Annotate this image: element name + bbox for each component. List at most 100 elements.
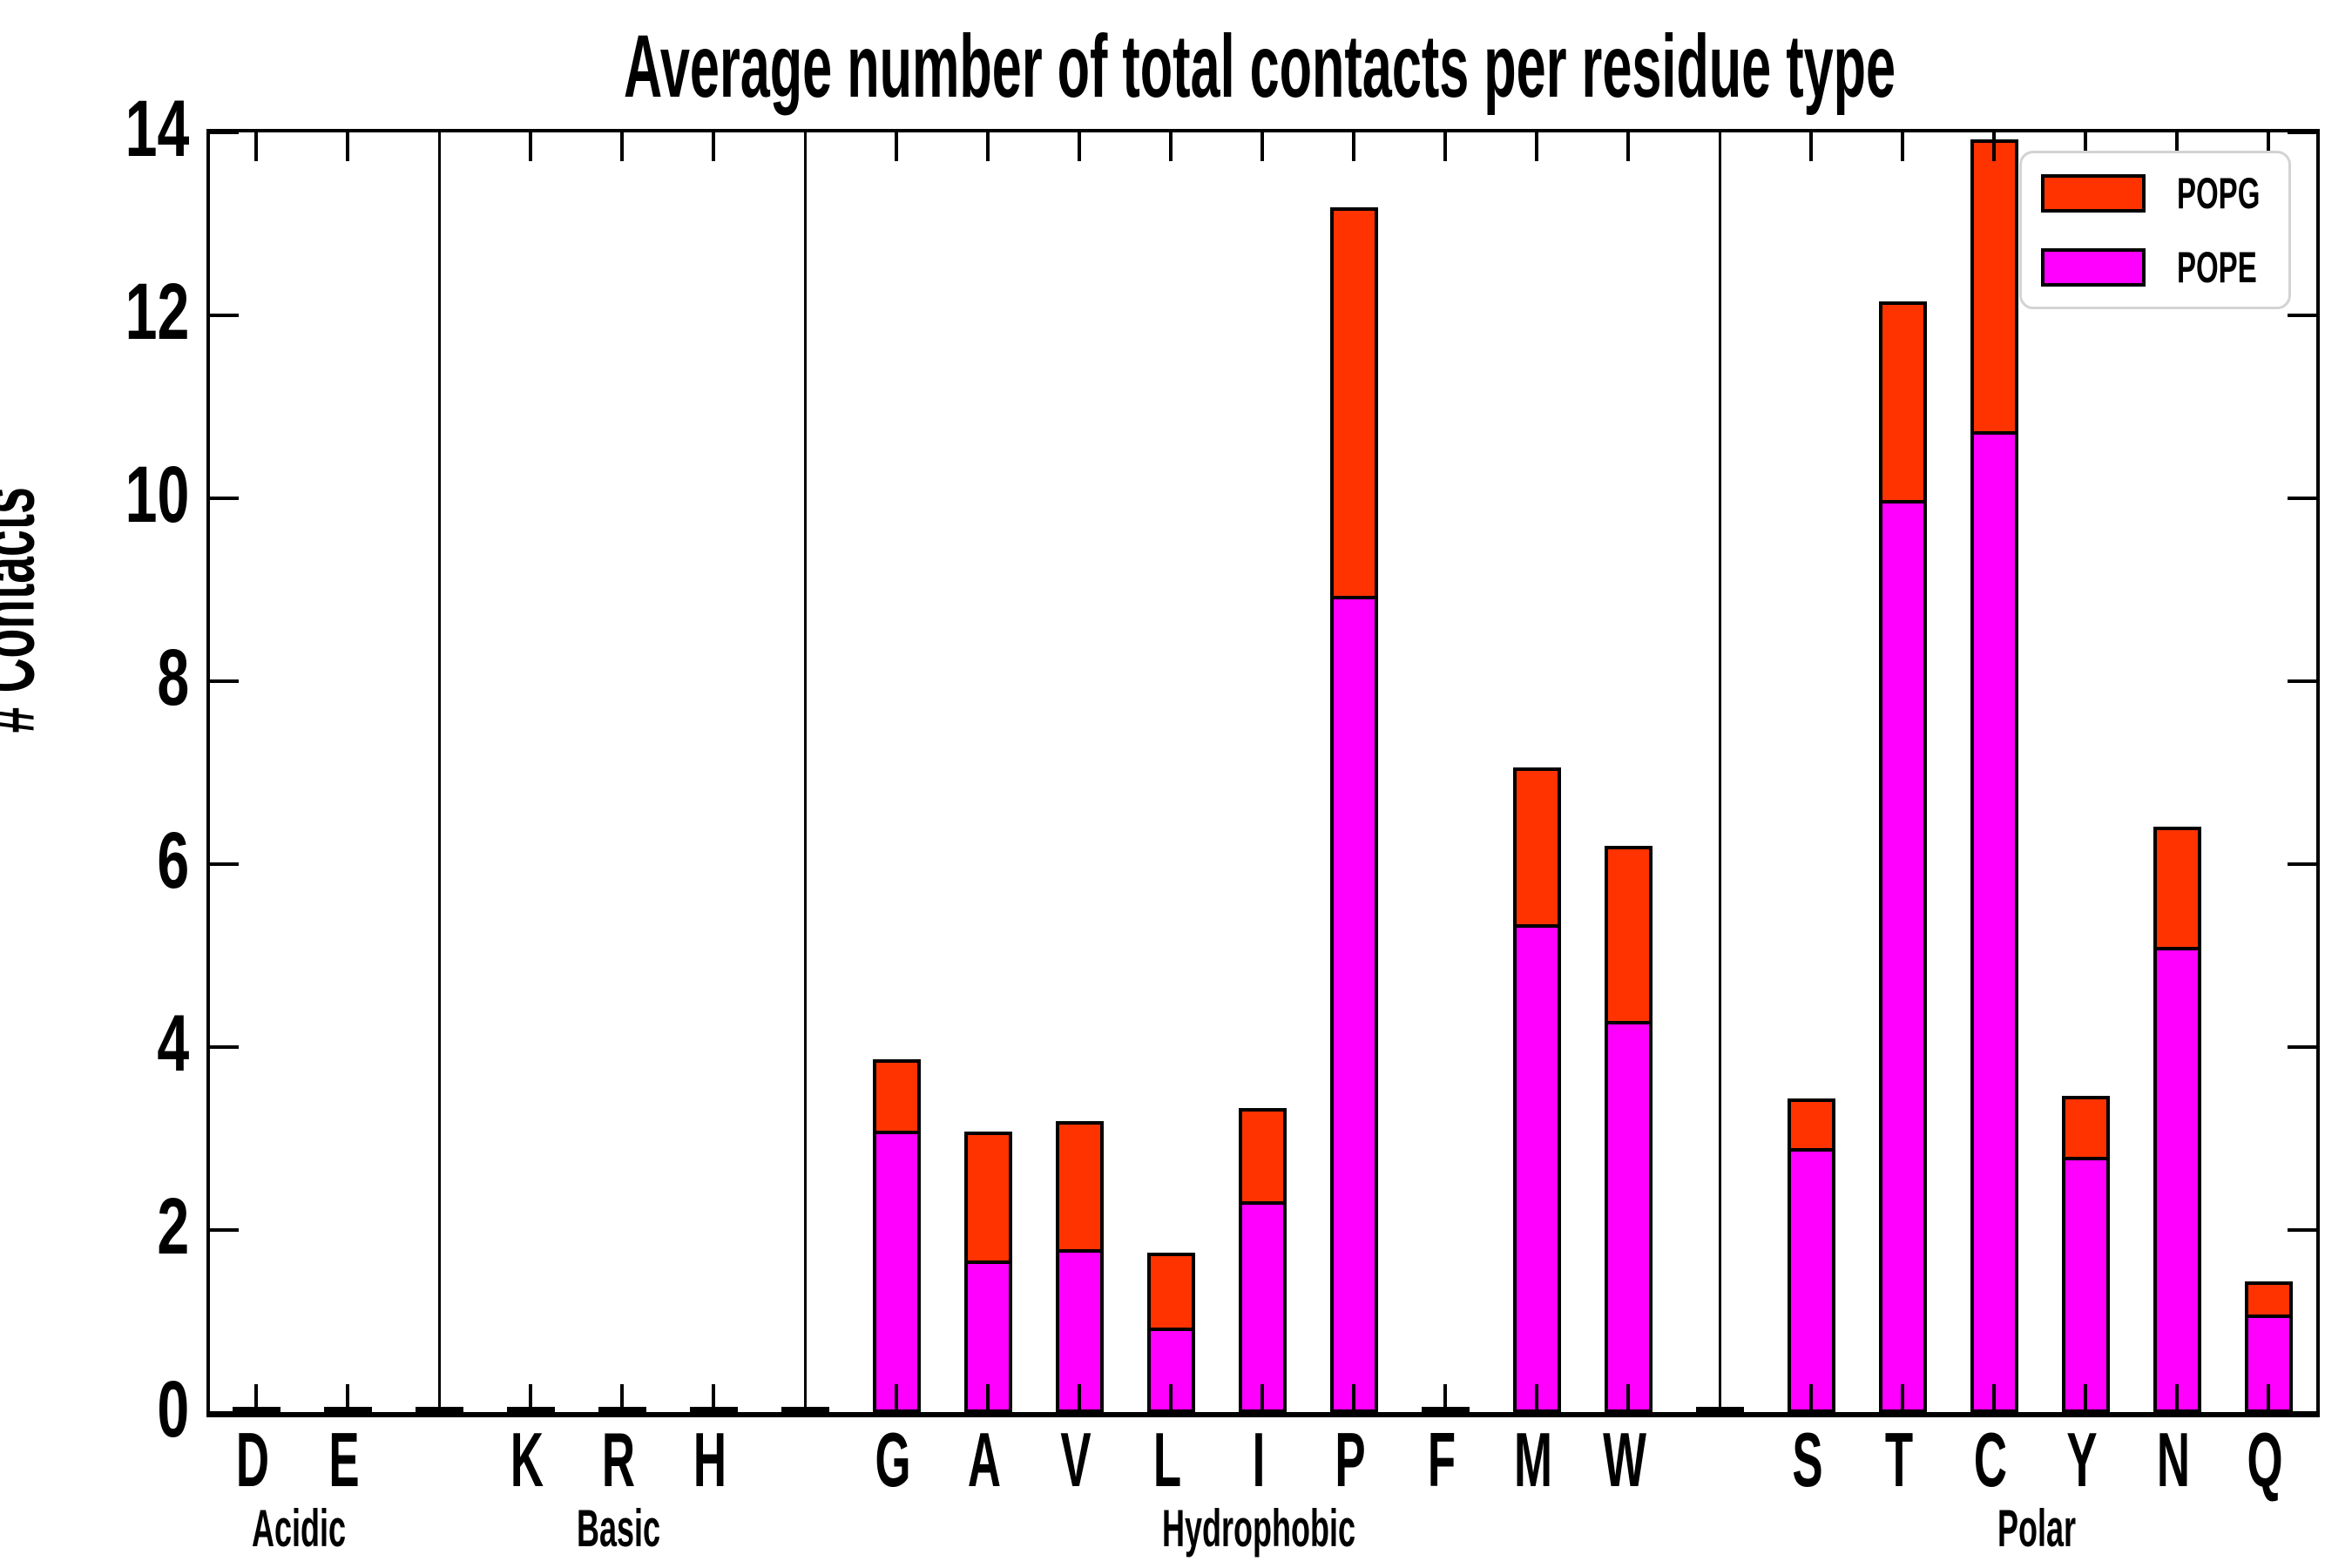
x-tick-top-T: [1901, 132, 1904, 161]
group-label-polar: Polar: [1997, 1499, 2076, 1558]
group-label-basic: Basic: [576, 1499, 661, 1558]
bar-W-popg: [1604, 846, 1652, 1021]
bar-C-pope: [1970, 431, 2018, 1413]
bar-I-pope: [1238, 1201, 1287, 1413]
bar-G-popg: [872, 1058, 921, 1131]
x-tick-label-E: E: [328, 1416, 360, 1503]
x-tick-bottom-W: [1626, 1384, 1630, 1413]
plot-area: [206, 129, 2320, 1417]
x-tick-bottom-L: [1169, 1384, 1173, 1413]
x-tick-label-C: C: [1973, 1416, 2008, 1503]
y-tick-mark-left: [210, 862, 239, 866]
y-tick-mark-left: [210, 679, 239, 683]
y-tick-mark-right: [2288, 497, 2316, 500]
y-tick-mark-right: [2288, 1045, 2316, 1049]
bar-N-pope: [2153, 946, 2201, 1413]
bar-T-pope: [1878, 500, 1927, 1413]
x-tick-top-K: [529, 132, 532, 161]
y-tick-label-14: 14: [125, 84, 189, 173]
legend-box: POPG POPE: [2019, 151, 2291, 309]
bar-Y-popg: [2061, 1095, 2110, 1157]
chart-title-text: Average number of total contacts per res…: [623, 17, 1896, 116]
y-tick-mark-right: [2288, 1411, 2316, 1415]
bar-M-popg: [1512, 767, 1561, 925]
y-tick-mark-left: [210, 314, 239, 317]
x-tick-label-G: G: [875, 1416, 911, 1503]
x-tick-label-D: D: [235, 1416, 270, 1503]
x-tick-top-C: [1992, 132, 1996, 161]
y-tick-label-6: 6: [157, 816, 189, 905]
x-tick-bottom-R: [620, 1384, 624, 1413]
x-tick-label-Y: Y: [2066, 1416, 2098, 1503]
x-tick-label-M: M: [1514, 1416, 1552, 1503]
y-tick-label-10: 10: [125, 450, 189, 539]
x-tick-bottom-Q: [2267, 1384, 2270, 1413]
y-tick-label-4: 4: [157, 999, 189, 1088]
x-tick-bottom-H: [712, 1384, 715, 1413]
legend-swatch-popg: [2041, 174, 2146, 213]
legend-swatch-pope: [2041, 248, 2146, 287]
legend-label-pope: POPE: [2177, 243, 2257, 292]
x-tick-top-W: [1626, 132, 1630, 161]
group-label-acidic: Acidic: [251, 1499, 346, 1558]
bar-C-popg: [1970, 139, 2018, 432]
x-tick-bottom-F: [1443, 1384, 1447, 1413]
x-tick-label-V: V: [1060, 1416, 1092, 1503]
y-tick-mark-right: [2288, 314, 2316, 317]
x-tick-bottom-P: [1352, 1384, 1355, 1413]
bar-A-popg: [963, 1131, 1012, 1260]
bar-S-pope: [1787, 1147, 1835, 1413]
bar-G-pope: [872, 1130, 921, 1413]
x-tick-label-W: W: [1603, 1416, 1646, 1503]
y-tick-mark-right: [2288, 679, 2316, 683]
bar-I-popg: [1238, 1108, 1287, 1202]
x-tick-label-A: A: [967, 1416, 1002, 1503]
x-tick-bottom-K: [529, 1384, 532, 1413]
x-tick-top-F: [1443, 132, 1447, 161]
y-tick-mark-left: [210, 1045, 239, 1049]
y-tick-label-2: 2: [157, 1182, 189, 1271]
y-tick-mark-right: [2288, 131, 2316, 134]
y-tick-mark-left: [210, 1411, 239, 1415]
y-tick-mark-right: [2288, 1228, 2316, 1232]
bar-M-pope: [1512, 924, 1561, 1413]
bar-T-popg: [1878, 301, 1927, 501]
x-tick-label-H: H: [693, 1416, 727, 1503]
x-tick-bottom-T: [1901, 1384, 1904, 1413]
x-tick-bottom-S: [1809, 1384, 1813, 1413]
x-tick-top-Y: [2084, 132, 2087, 161]
x-tick-top-G: [895, 132, 898, 161]
x-tick-label-N: N: [2156, 1416, 2191, 1503]
x-tick-top-Q: [2267, 132, 2270, 161]
y-tick-mark-left: [210, 497, 239, 500]
x-tick-label-I: I: [1252, 1416, 1266, 1503]
legend-row-popg: POPG: [2022, 172, 2288, 215]
y-tick-label-12: 12: [125, 267, 189, 356]
zero-bar-nub: [1695, 1407, 1744, 1413]
x-tick-label-R: R: [601, 1416, 636, 1503]
x-tick-label-L: L: [1152, 1416, 1182, 1503]
y-tick-mark-right: [2288, 862, 2316, 866]
legend-row-pope: POPE: [2022, 246, 2288, 289]
x-tick-top-V: [1078, 132, 1081, 161]
y-tick-mark-left: [210, 1228, 239, 1232]
x-tick-top-R: [620, 132, 624, 161]
x-tick-bottom-A: [986, 1384, 990, 1413]
x-tick-label-Q: Q: [2247, 1416, 2283, 1503]
y-tick-mark-left: [210, 131, 239, 134]
group-label-hydrophobic: Hydrophobic: [1162, 1499, 1355, 1558]
bar-S-popg: [1787, 1098, 1835, 1148]
x-tick-label-F: F: [1427, 1416, 1456, 1503]
bar-Y-pope: [2061, 1157, 2110, 1413]
group-separator: [437, 132, 441, 1413]
x-tick-top-I: [1260, 132, 1264, 161]
x-tick-top-P: [1352, 132, 1355, 161]
group-separator: [1718, 132, 1721, 1413]
zero-bar-nub: [415, 1407, 463, 1413]
x-tick-bottom-E: [346, 1384, 349, 1413]
x-tick-top-H: [712, 132, 715, 161]
x-tick-top-A: [986, 132, 990, 161]
bar-P-popg: [1329, 207, 1378, 597]
bar-P-pope: [1329, 596, 1378, 1413]
